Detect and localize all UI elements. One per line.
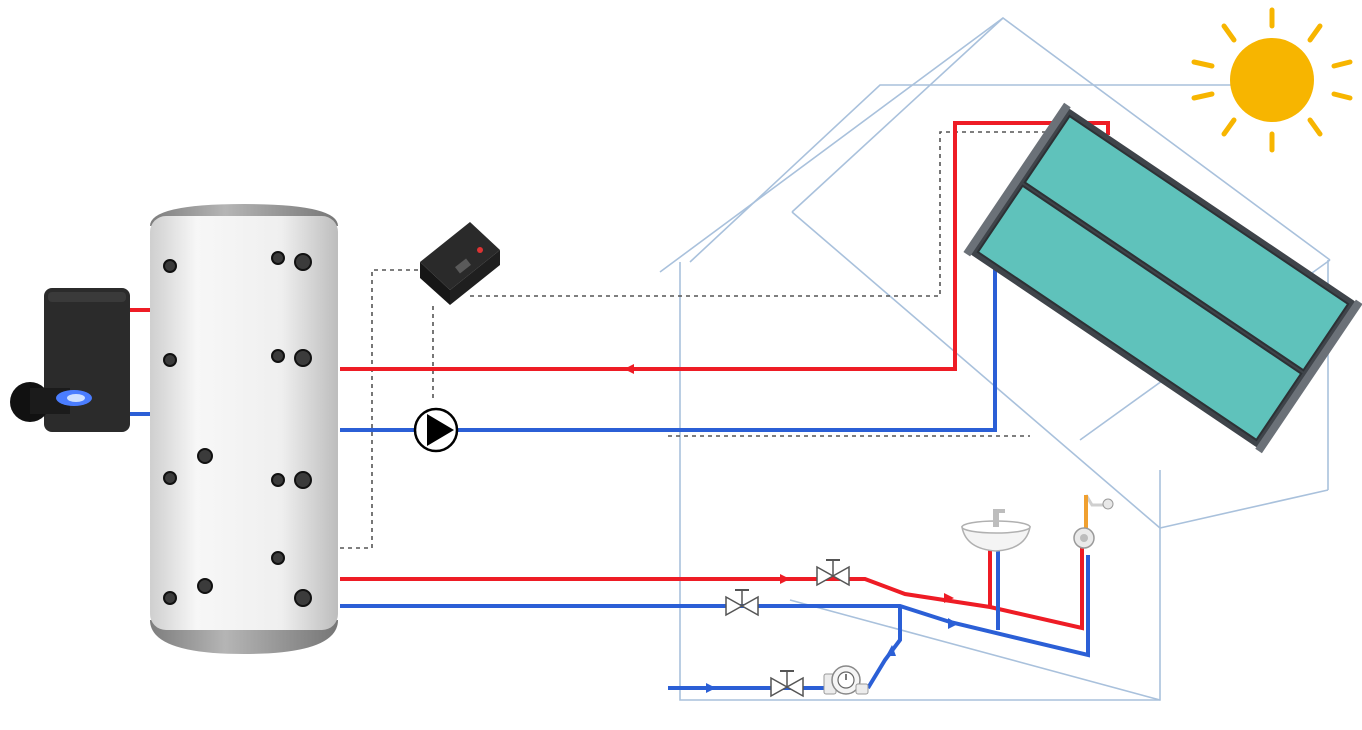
flow-arrow-icon [886, 645, 896, 656]
water-meter-icon [823, 665, 869, 695]
solar-collector-icon [963, 102, 1362, 454]
sun-icon [1191, 7, 1353, 153]
solar-flow-pipe [340, 121, 1110, 371]
flow-arrow-icon [780, 574, 790, 584]
circulation-pump-icon [413, 407, 459, 453]
tank-port-icons [163, 251, 312, 607]
hot-water-pipe [340, 540, 1084, 631]
valve-icon [725, 589, 759, 617]
flow-arrow-icon [624, 364, 634, 374]
control-wires [340, 131, 1110, 549]
valve-icon [816, 559, 850, 587]
flow-arrow-icon [706, 683, 716, 693]
shower-icon [1073, 494, 1114, 549]
cold-water-pipe [340, 550, 1090, 690]
valve-icon [770, 670, 804, 698]
flow-arrow-icon [948, 618, 958, 629]
solar-controller-icon [420, 222, 500, 305]
boiler-icon [10, 288, 152, 432]
storage-tank-icon [150, 204, 338, 654]
washbasin-icon [961, 509, 1031, 552]
house-outline [659, 17, 1331, 701]
flow-arrow-icon [944, 593, 954, 603]
